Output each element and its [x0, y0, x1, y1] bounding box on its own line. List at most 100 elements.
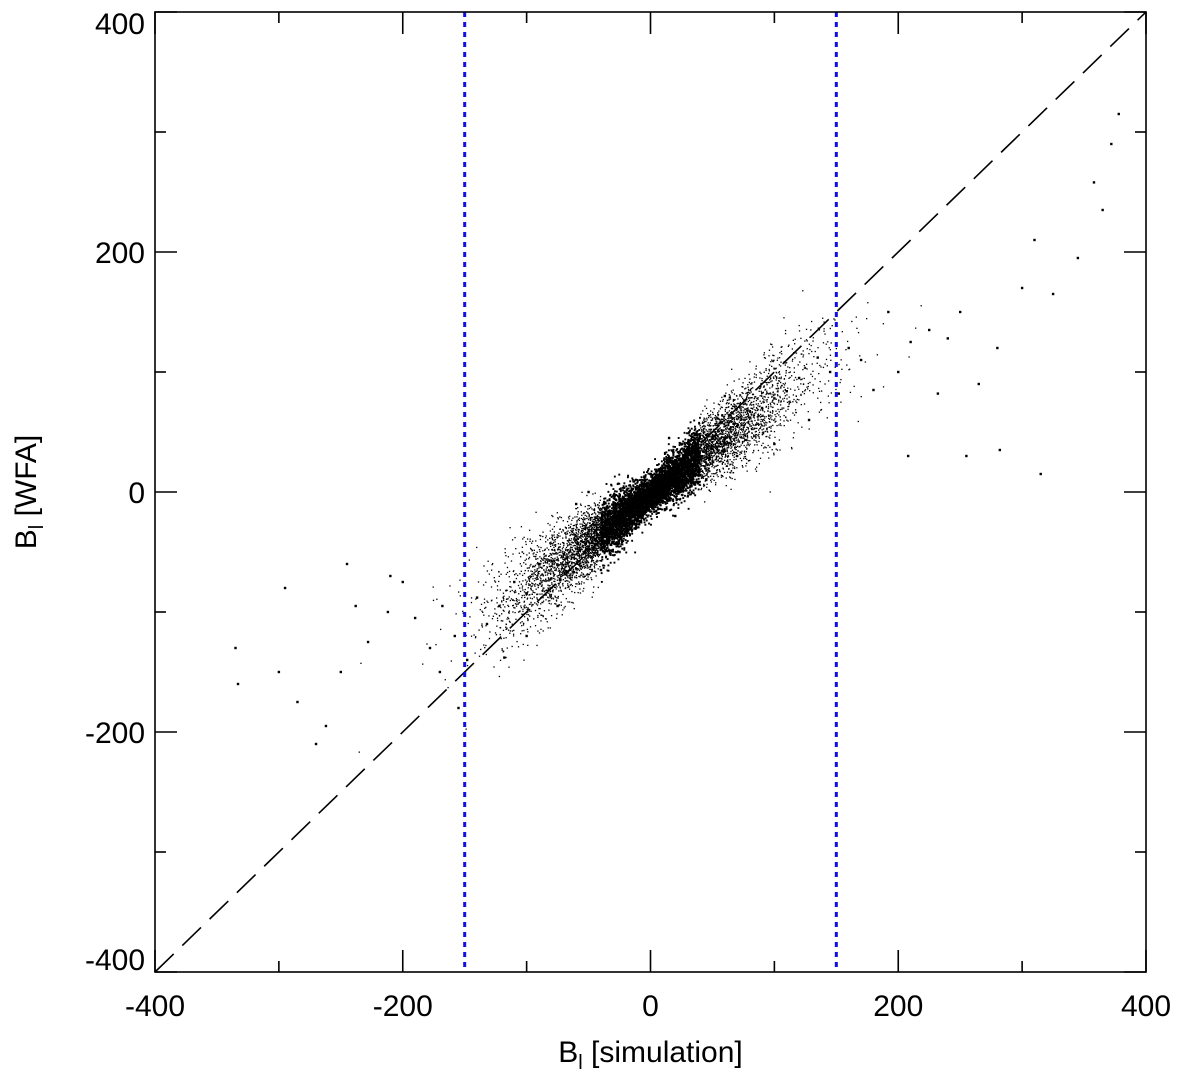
cloud-point [554, 550, 556, 552]
cloud-point [769, 491, 771, 493]
cloud-point [615, 522, 618, 525]
cloud-point [741, 385, 743, 388]
cloud-point [715, 417, 717, 419]
cloud-point [595, 541, 597, 543]
cloud-point [504, 606, 506, 608]
cloud-point [719, 471, 721, 473]
cloud-point [514, 589, 517, 592]
cloud-point [740, 422, 742, 425]
cloud-point [756, 423, 758, 425]
cloud-point [633, 514, 636, 517]
cloud-point [669, 465, 672, 468]
cloud-point [547, 596, 549, 598]
cloud-point [764, 446, 766, 448]
cloud-point [672, 514, 675, 517]
cloud-point [762, 452, 764, 454]
cloud-point [724, 450, 727, 453]
data-point [296, 700, 299, 704]
cloud-point [756, 407, 758, 410]
cloud-point [509, 527, 511, 529]
cloud-point [617, 510, 620, 512]
cloud-point [500, 638, 502, 640]
cloud-point [709, 452, 711, 454]
cloud-point [755, 440, 757, 442]
cloud-point [716, 438, 718, 440]
cloud-point [794, 409, 797, 411]
cloud-point [682, 490, 685, 493]
cloud-point [762, 414, 764, 416]
cloud-point [527, 618, 529, 621]
cloud-point [498, 675, 501, 678]
data-point [354, 604, 357, 608]
cloud-point [793, 398, 795, 401]
cloud-point [617, 542, 620, 545]
cloud-point [558, 583, 560, 585]
cloud-point [592, 538, 594, 540]
cloud-point [587, 567, 590, 569]
cloud-point [747, 427, 749, 429]
cloud-point [813, 356, 815, 358]
cloud-point [574, 516, 576, 518]
cloud-point [705, 465, 707, 467]
cloud-point [711, 419, 714, 421]
cloud-point [715, 438, 717, 440]
cloud-point [753, 398, 755, 400]
cloud-point [693, 469, 696, 472]
cloud-point [626, 502, 629, 505]
cloud-point [640, 486, 643, 489]
cloud-point [554, 569, 556, 571]
cloud-point [772, 411, 774, 413]
cloud-point [763, 422, 765, 424]
cloud-point [797, 386, 799, 388]
cloud-point [590, 527, 593, 529]
cloud-point [567, 580, 569, 582]
cloud-point [760, 418, 762, 421]
cloud-point [505, 590, 507, 592]
cloud-point [576, 544, 578, 546]
cloud-point [709, 461, 711, 463]
cloud-point [727, 430, 729, 433]
cloud-point [571, 571, 573, 573]
data-point [667, 436, 671, 440]
cloud-point [761, 409, 763, 411]
cloud-point [711, 473, 713, 475]
cloud-point [730, 436, 733, 438]
data-point [807, 418, 811, 422]
cloud-point [600, 535, 603, 538]
cloud-point [513, 574, 516, 576]
cloud-point [715, 465, 717, 467]
cloud-point [527, 576, 529, 578]
cloud-point [506, 647, 508, 649]
cloud-point [715, 439, 717, 441]
cloud-point [731, 421, 734, 423]
scatter-points [234, 112, 1120, 753]
cloud-point [688, 434, 691, 437]
cloud-point [676, 457, 679, 460]
cloud-point [708, 450, 710, 453]
cloud-point [771, 401, 773, 403]
cloud-point [708, 476, 710, 478]
cloud-point [717, 417, 720, 419]
cloud-point [701, 474, 704, 476]
cloud-point [692, 492, 695, 495]
cloud-point [549, 627, 551, 629]
cloud-point [701, 434, 703, 436]
cloud-point [590, 513, 593, 516]
cloud-point [586, 560, 588, 562]
cloud-point [756, 422, 758, 424]
cloud-point [557, 557, 559, 560]
cloud-point [542, 589, 544, 591]
cloud-point [519, 601, 521, 604]
cloud-point [494, 612, 496, 615]
cloud-point [564, 532, 566, 535]
cloud-point [787, 387, 789, 389]
cloud-point [572, 524, 575, 527]
cloud-point [702, 458, 704, 460]
cloud-point [570, 579, 572, 581]
cloud-point [784, 388, 786, 391]
cloud-point [541, 566, 543, 569]
cloud-point [695, 430, 698, 433]
cloud-point [764, 396, 766, 398]
cloud-point [694, 475, 697, 478]
cloud-point [708, 424, 711, 426]
